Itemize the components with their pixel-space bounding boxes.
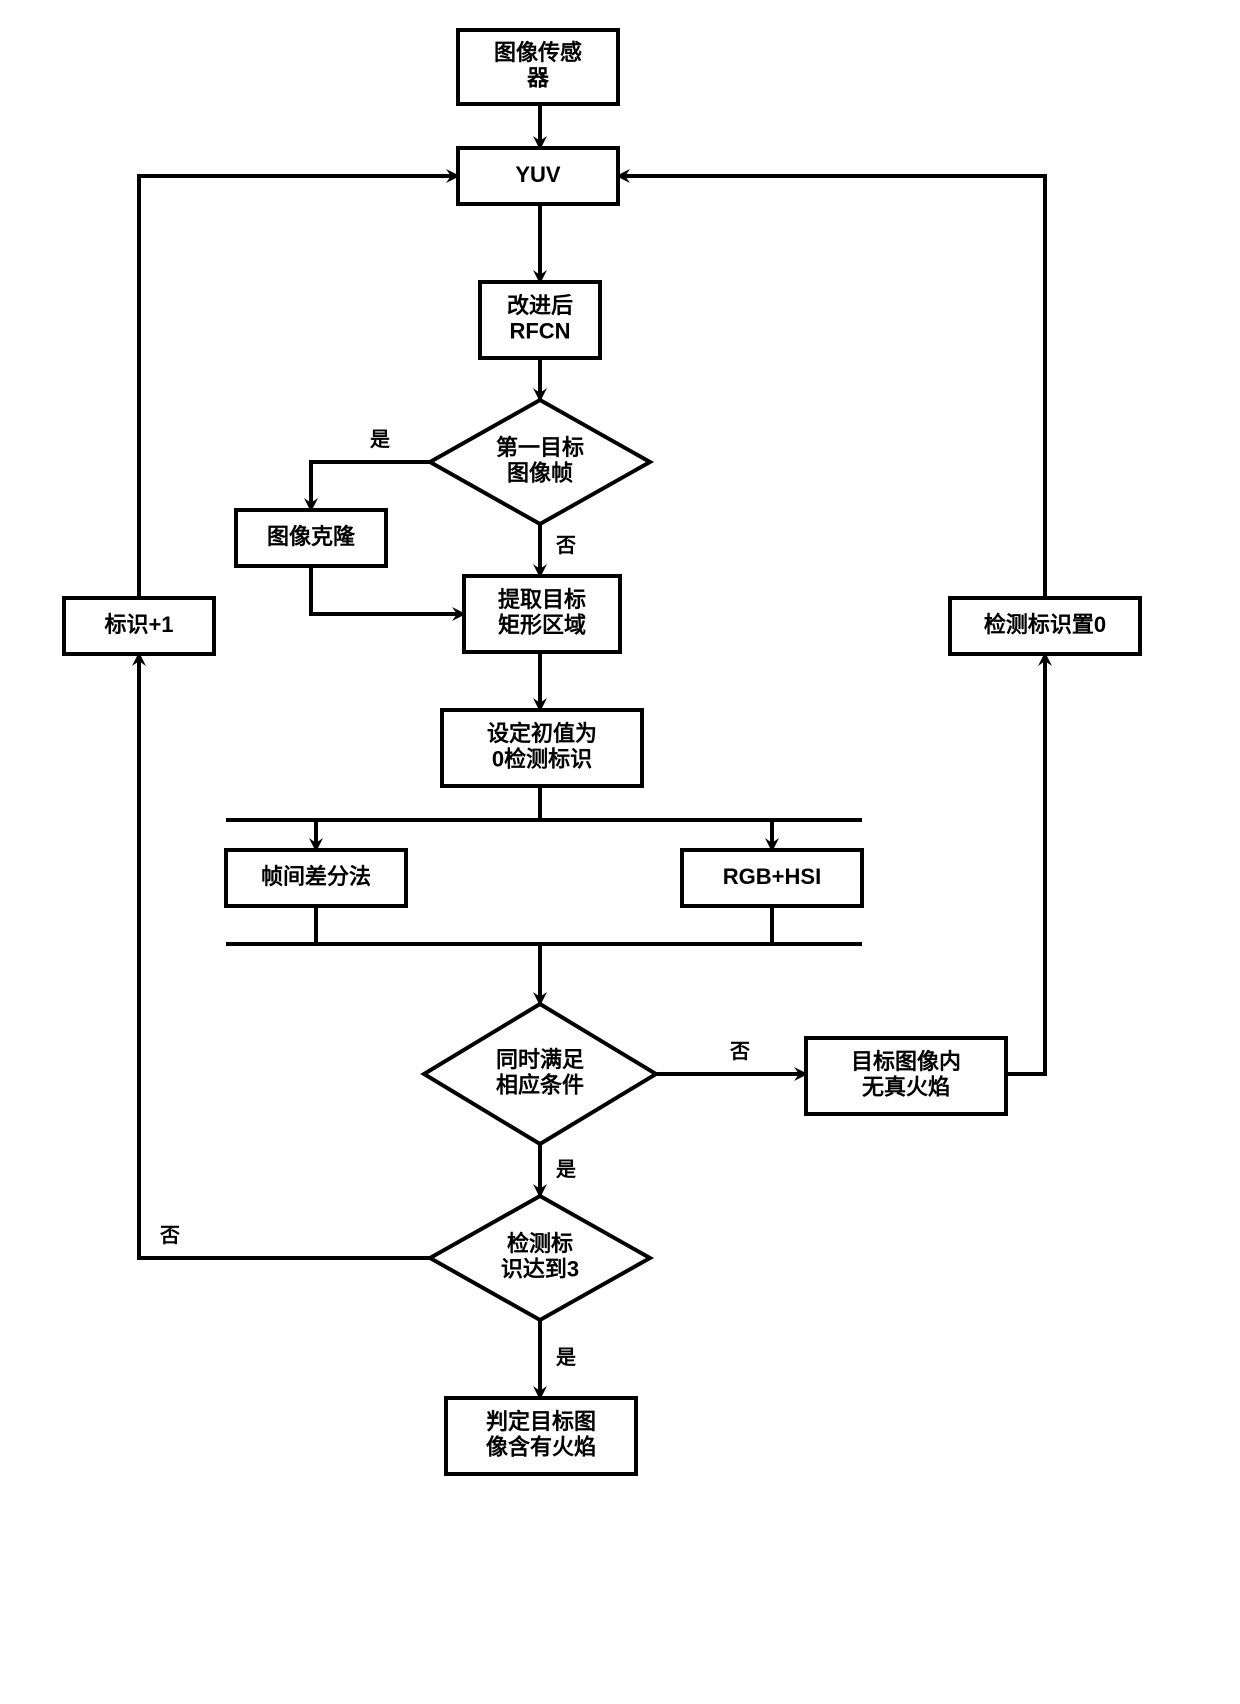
node-label-first: 图像帧 [507,460,573,485]
node-label-reach3: 检测标 [507,1231,573,1256]
node-label-satisfy: 同时满足 [496,1047,584,1072]
edge-label: 否 [159,1225,180,1247]
node-label-flag1: 标识+1 [104,612,173,637]
node-label-rfcn: RFCN [509,318,570,343]
node-label-hasflame: 像含有火焰 [486,1434,596,1459]
node-label-noflame: 无真火焰 [862,1074,950,1099]
node-label-init: 0检测标识 [492,746,592,771]
node-label-extract: 提取目标 [498,587,586,612]
edge [618,176,1045,598]
edge [139,654,430,1258]
node-label-diff: 帧间差分法 [261,864,371,889]
edge-label: 是 [555,1346,576,1369]
node-label-noflame: 目标图像内 [851,1049,961,1074]
node-label-satisfy: 相应条件 [496,1072,584,1097]
edge-label: 是 [555,1158,576,1181]
node-label-yuv: YUV [515,162,561,187]
edge [311,566,464,614]
node-label-extract: 矩形区域 [498,612,586,637]
node-label-reset0: 检测标识置0 [984,612,1106,637]
node-label-rfcn: 改进后 [507,293,573,318]
edge-label: 否 [729,1041,750,1063]
node-label-first: 第一目标 [496,435,584,460]
edge-label: 是 [369,428,390,451]
node-label-clone: 图像克隆 [267,524,356,549]
node-label-hasflame: 判定目标图 [486,1409,596,1434]
node-label-sensor: 器 [526,65,550,90]
edge [311,462,430,510]
node-label-rgb: RGB+HSI [723,864,821,889]
node-label-init: 设定初值为 [487,721,597,746]
node-label-reach3: 识达到3 [501,1256,579,1281]
edge [1006,654,1045,1074]
edge-label: 否 [555,535,576,557]
node-label-sensor: 图像传感 [494,40,582,65]
